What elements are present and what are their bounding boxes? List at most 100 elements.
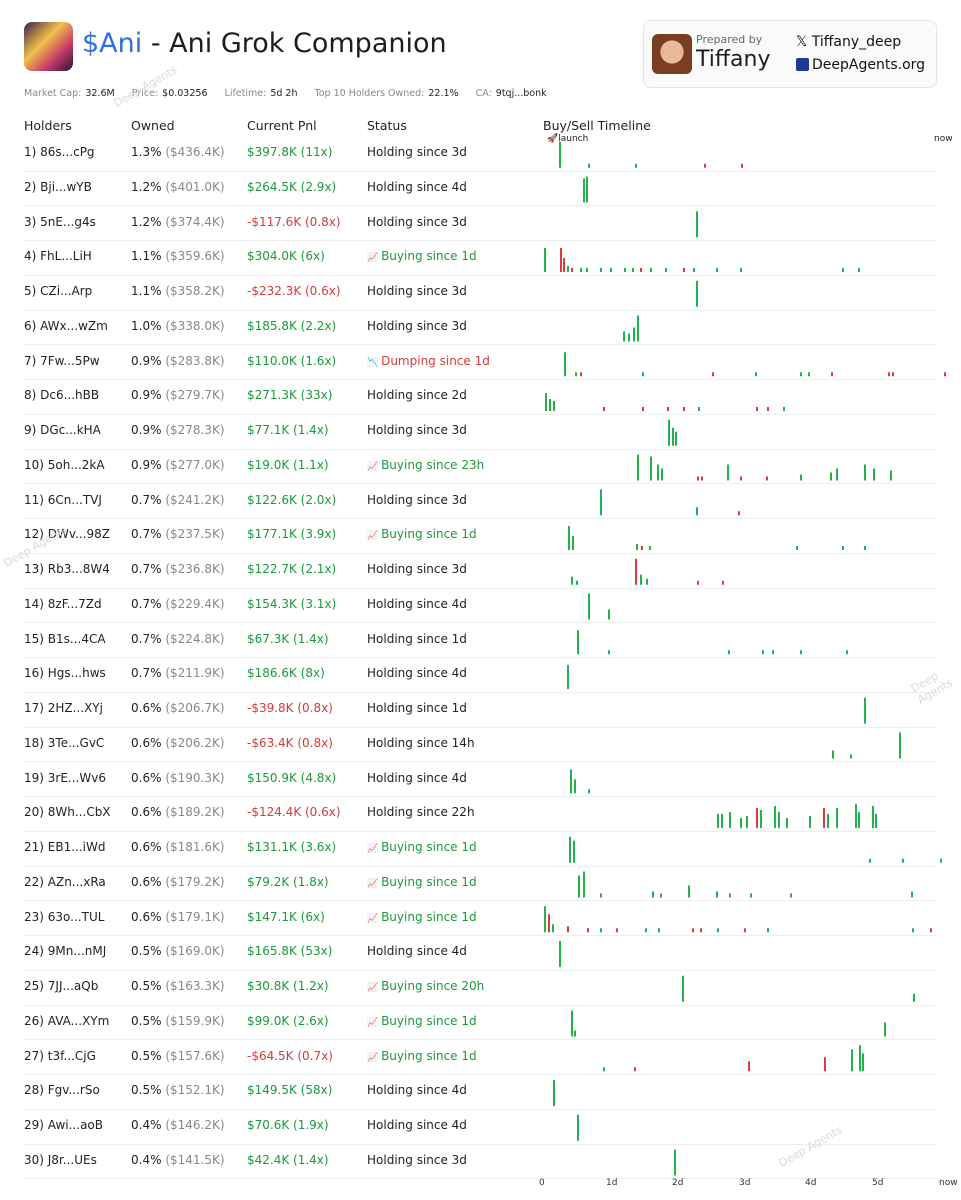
- table-row[interactable]: 28) Fgv...rSo 0.5% ($152.1K) $149.5K (58x)…: [24, 1074, 937, 1110]
- buy-mark: [827, 814, 829, 828]
- holder-address[interactable]: 30) J8r...UEs: [24, 1152, 97, 1167]
- table-row[interactable]: 21) EB1...iWd 0.6% ($181.6K) $131.1K (3.6x…: [24, 831, 937, 867]
- table-row[interactable]: 3) 5nE...g4s 1.2% ($374.4K) -$117.6K (0.8x…: [24, 206, 937, 242]
- owned-value: 1.3% ($436.4K): [131, 145, 225, 159]
- holder-address[interactable]: 29) Awi...aoB: [24, 1118, 104, 1132]
- holder-address[interactable]: 7) 7Fw...5Pw: [24, 353, 100, 368]
- table-row[interactable]: 12) DWv...98Z 0.7% ($237.5K) $177.1K (3.9x…: [24, 518, 937, 554]
- holder-address[interactable]: 19) 3rE...Wv6: [24, 770, 106, 785]
- status-badge: Holding since 14h: [367, 735, 475, 750]
- x-handle-link[interactable]: 𝕏 Tiffany_deep: [796, 34, 902, 50]
- table-row[interactable]: 18) 3Te...GvC 0.6% ($206.2K) -$63.4K (0.8x…: [24, 727, 937, 763]
- table-row[interactable]: 24) 9Mn...nMJ 0.5% ($169.0K) $165.8K (53x)…: [24, 935, 937, 971]
- holder-address[interactable]: 14) 8zF...7Zd: [24, 596, 102, 611]
- sell-mark: [701, 476, 703, 481]
- table-row[interactable]: 9) DGc...kHA 0.9% ($278.3K) $77.1K (1.4x) H…: [24, 414, 937, 450]
- buy-mark: [698, 407, 700, 411]
- buy-mark: [912, 928, 914, 933]
- timeline-axis-tick: 1d: [606, 1178, 618, 1188]
- status-badge: 📈 Buying since 1d: [367, 1048, 477, 1063]
- table-row[interactable]: 19) 3rE...Wv6 0.6% ($190.3K) $150.9K (4.8x…: [24, 762, 937, 798]
- table-row[interactable]: 27) t3f...CjG 0.5% ($157.6K) -$64.5K (0.7x…: [24, 1040, 937, 1076]
- holder-address[interactable]: 6) AWx...wZm: [24, 318, 108, 333]
- holder-address[interactable]: 26) AVA...XYm: [24, 1013, 110, 1028]
- buy-mark: [668, 419, 670, 446]
- holder-address[interactable]: 4) FhL...LiH: [24, 249, 92, 264]
- trend-icon: 📈: [367, 844, 382, 854]
- table-row[interactable]: 25) 7JJ...aQb 0.5% ($163.3K) $30.8K (1.2x)…: [24, 970, 937, 1006]
- holder-address[interactable]: 8) Dc6...hBB: [24, 388, 100, 403]
- pnl-value: -$63.4K (0.8x): [247, 735, 333, 750]
- table-row[interactable]: 30) J8r...UEs 0.4% ($141.5K) $42.4K (1.4x)…: [24, 1144, 937, 1180]
- buy-mark: [858, 268, 860, 272]
- holder-address[interactable]: 1) 86s...cPg: [24, 145, 95, 159]
- holder-address[interactable]: 5) CZi...Arp: [24, 284, 93, 298]
- holder-address[interactable]: 11) 6Cn...TVJ: [24, 492, 102, 507]
- table-row[interactable]: 14) 8zF...7Zd 0.7% ($229.4K) $154.3K (3.1x…: [24, 588, 937, 624]
- holder-address[interactable]: 16) Hgs...hws: [24, 666, 106, 681]
- holder-address[interactable]: 13) Rb3...8W4: [24, 562, 110, 576]
- holder-address[interactable]: 15) B1s...4CA: [24, 631, 106, 646]
- table-row[interactable]: 29) Awi...aoB 0.4% ($146.2K) $70.6K (1.9x)…: [24, 1109, 937, 1145]
- table-row[interactable]: 6) AWx...wZm 1.0% ($338.0K) $185.8K (2.2x)…: [24, 310, 937, 346]
- table-row[interactable]: 22) AZn...xRa 0.6% ($179.2K) $79.2K (1.8x)…: [24, 866, 937, 902]
- buy-mark: [559, 141, 561, 168]
- holder-address[interactable]: 18) 3Te...GvC: [24, 735, 105, 750]
- table-row[interactable]: 13) Rb3...8W4 0.7% ($236.8K) $122.7K (2.1x…: [24, 553, 937, 589]
- buy-mark: [940, 858, 942, 863]
- sell-mark: [567, 926, 569, 933]
- holder-address[interactable]: 9) DGc...kHA: [24, 423, 101, 437]
- holder-address[interactable]: 27) t3f...CjG: [24, 1048, 96, 1063]
- holder-address[interactable]: 21) EB1...iWd: [24, 840, 106, 854]
- buy-mark: [721, 814, 723, 828]
- buy-mark: [755, 372, 757, 377]
- holder-address[interactable]: 12) DWv...98Z: [24, 527, 110, 542]
- table-row[interactable]: 20) 8Wh...CbX 0.6% ($189.2K) -$124.4K (0.6…: [24, 796, 937, 832]
- table-row[interactable]: 15) B1s...4CA 0.7% ($224.8K) $67.3K (1.4x)…: [24, 623, 937, 659]
- holder-address[interactable]: 3) 5nE...g4s: [24, 214, 96, 229]
- holder-address[interactable]: 17) 2HZ...XYj: [24, 701, 103, 715]
- holder-address[interactable]: 22) AZn...xRa: [24, 874, 106, 889]
- buy-mark: [544, 906, 546, 933]
- table-row[interactable]: 23) 63o...TUL 0.6% ($179.1K) $147.1K (6x) 📈…: [24, 901, 937, 937]
- sell-mark: [738, 511, 740, 516]
- pnl-value: $19.0K (1.1x): [247, 457, 329, 472]
- timeline-axis-tick: now: [939, 1178, 958, 1188]
- holder-address[interactable]: 24) 9Mn...nMJ: [24, 944, 107, 959]
- table-row[interactable]: 17) 2HZ...XYj 0.6% ($206.7K) -$39.8K (0.8x…: [24, 692, 937, 728]
- holder-address[interactable]: 10) 5oh...2kA: [24, 457, 105, 472]
- holder-address[interactable]: 2) Bji...wYB: [24, 179, 92, 194]
- holder-address[interactable]: 25) 7JJ...aQb: [24, 979, 99, 993]
- owned-value: 0.7% ($241.2K): [131, 492, 225, 507]
- buy-mark: [665, 268, 667, 272]
- table-row[interactable]: 26) AVA...XYm 0.5% ($159.9K) $99.0K (2.6x)…: [24, 1005, 937, 1041]
- table-row[interactable]: 8) Dc6...hBB 0.9% ($279.7K) $271.3K (33x) H…: [24, 379, 937, 415]
- buy-mark: [682, 975, 684, 1002]
- owned-value: 0.6% ($181.6K): [131, 840, 225, 854]
- buy-mark: [600, 928, 602, 933]
- table-row[interactable]: 16) Hgs...hws 0.7% ($211.9K) $186.6K (8x) H…: [24, 657, 937, 693]
- holder-address[interactable]: 28) Fgv...rSo: [24, 1083, 100, 1098]
- table-row[interactable]: 2) Bji...wYB 1.2% ($401.0K) $264.5K (2.9x)…: [24, 171, 937, 207]
- buy-mark: [636, 544, 638, 550]
- buy-mark: [746, 816, 748, 828]
- pnl-value: $42.4K (1.4x): [247, 1152, 329, 1167]
- pnl-value: $165.8K (53x): [247, 944, 333, 959]
- holder-address[interactable]: 23) 63o...TUL: [24, 909, 105, 924]
- status-badge: Holding since 1d: [367, 631, 467, 646]
- pnl-value: $110.0K (1.6x): [247, 353, 337, 368]
- table-row[interactable]: 4) FhL...LiH 1.1% ($359.6K) $304.0K (6x) 📈 …: [24, 240, 937, 276]
- table-row[interactable]: 7) 7Fw...5Pw 0.9% ($283.8K) $110.0K (1.6x)…: [24, 345, 937, 381]
- table-row[interactable]: 5) CZi...Arp 1.1% ($358.2K) -$232.3K (0.6x…: [24, 275, 937, 311]
- pnl-value: $70.6K (1.9x): [247, 1118, 329, 1132]
- pnl-value: $304.0K (6x): [247, 249, 325, 264]
- owned-value: 0.5% ($169.0K): [131, 944, 225, 959]
- buy-mark: [658, 928, 660, 933]
- col-header-timeline: Buy/Sell Timeline: [543, 118, 651, 133]
- owned-value: 0.5% ($152.1K): [131, 1083, 225, 1098]
- site-link[interactable]: DeepAgents.org: [796, 57, 925, 73]
- table-row[interactable]: 11) 6Cn...TVJ 0.7% ($241.2K) $122.6K (2.0x…: [24, 484, 937, 520]
- table-row[interactable]: 1) 86s...cPg 1.3% ($436.4K) $397.8K (11x) H…: [24, 136, 937, 172]
- table-row[interactable]: 10) 5oh...2kA 0.9% ($277.0K) $19.0K (1.1x)…: [24, 449, 937, 485]
- holder-address[interactable]: 20) 8Wh...CbX: [24, 805, 111, 820]
